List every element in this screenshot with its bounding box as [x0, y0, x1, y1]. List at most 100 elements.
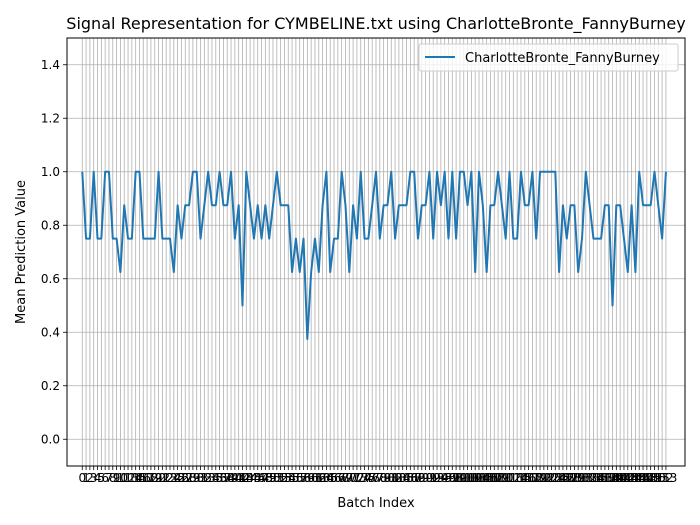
x-tick-label: 16: [136, 471, 151, 485]
x-tick-label: 83: [391, 471, 406, 485]
x-tick-label: 88: [410, 471, 425, 485]
x-tick-label: 75: [361, 471, 376, 485]
x-tick-label: 23: [162, 471, 177, 485]
x-tick-label: 27: [178, 471, 193, 485]
x-tick-label: 86: [403, 471, 418, 485]
x-tick-label: 128: [559, 471, 582, 485]
x-tick-label: 139: [601, 471, 624, 485]
x-tick-label: 108: [483, 471, 506, 485]
x-tick-label: 94: [433, 471, 448, 485]
x-tick-label: 13: [124, 471, 139, 485]
x-tick-label: 129: [563, 471, 586, 485]
x-tick-label: 31: [193, 471, 208, 485]
x-tick-label: 46: [250, 471, 265, 485]
x-tick-label: 38: [220, 471, 235, 485]
x-tick-label: 51: [269, 471, 284, 485]
x-tick-label: 133: [578, 471, 601, 485]
x-tick-label: 132: [574, 471, 597, 485]
x-tick-label: 72: [349, 471, 364, 485]
x-tick-label: 97: [445, 471, 460, 485]
x-tick-label: 112: [498, 471, 521, 485]
x-tick-label: 63: [315, 471, 330, 485]
x-tick-label: 45: [246, 471, 261, 485]
y-tick-label: 0.4: [41, 325, 60, 339]
x-tick-label: 40: [227, 471, 242, 485]
x-tick-label: 101: [456, 471, 479, 485]
x-tick-label: 115: [510, 471, 533, 485]
x-tick-label: 21: [155, 471, 170, 485]
y-axis-label: Mean Prediction Value: [14, 180, 29, 324]
x-tick-label: 105: [471, 471, 494, 485]
x-tick-label: 67: [330, 471, 345, 485]
x-tick-label: 18: [143, 471, 158, 485]
x-tick-label: 124: [544, 471, 567, 485]
x-tick-label: 84: [395, 471, 410, 485]
x-tick-label: 6: [101, 471, 109, 485]
x-tick-label: 12: [120, 471, 135, 485]
x-tick-label: 119: [525, 471, 548, 485]
x-tick-label: 78: [372, 471, 387, 485]
y-tick-label: 0.6: [41, 272, 60, 286]
x-axis: 0123456789101112131415161718192021222324…: [78, 466, 677, 485]
x-tick-label: 56: [288, 471, 303, 485]
x-tick-label: 82: [387, 471, 402, 485]
x-tick-label: 28: [181, 471, 196, 485]
x-tick-label: 25: [170, 471, 185, 485]
plot-lines: [81, 170, 667, 340]
x-tick-label: 69: [338, 471, 353, 485]
x-tick-label: 151: [647, 471, 670, 485]
x-tick-label: 42: [235, 471, 250, 485]
x-tick-label: 57: [292, 471, 307, 485]
x-tick-label: 62: [311, 471, 326, 485]
x-tick-label: 147: [632, 471, 655, 485]
x-tick-label: 102: [460, 471, 483, 485]
x-tick-label: 113: [502, 471, 525, 485]
y-tick-label: 0.2: [41, 379, 60, 393]
x-tick-label: 30: [189, 471, 204, 485]
x-tick-label: 68: [334, 471, 349, 485]
x-tick-label: 26: [174, 471, 189, 485]
x-tick-label: 153: [654, 471, 677, 485]
x-tick-label: 93: [429, 471, 444, 485]
x-tick-label: 90: [418, 471, 433, 485]
x-tick-label: 35: [208, 471, 223, 485]
y-axis: 0.0 0.2 0.4 0.6 0.8 1.0 1.2 1.4: [41, 58, 67, 446]
x-tick-label: 48: [258, 471, 273, 485]
x-tick-label: 15: [132, 471, 147, 485]
y-tick-label: 1.4: [41, 58, 60, 72]
x-tick-label: 60: [304, 471, 319, 485]
y-tick-label: 0.0: [41, 432, 60, 446]
x-axis-label: Batch Index: [337, 496, 415, 511]
x-tick-label: 64: [319, 471, 334, 485]
x-tick-label: 98: [448, 471, 463, 485]
x-tick-label: 55: [284, 471, 299, 485]
x-tick-label: 65: [323, 471, 338, 485]
x-tick-label: 134: [582, 471, 605, 485]
x-tick-label: 47: [254, 471, 269, 485]
x-tick-label: 19: [147, 471, 162, 485]
x-tick-label: 43: [239, 471, 254, 485]
x-tick-label: 104: [468, 471, 491, 485]
x-tick-label: 131: [571, 471, 594, 485]
x-tick-label: 11: [117, 471, 132, 485]
x-tick-label: 77: [368, 471, 383, 485]
x-tick-label: 70: [342, 471, 357, 485]
x-tick-label: 71: [345, 471, 360, 485]
x-tick-label: 73: [353, 471, 368, 485]
x-tick-label: 100: [452, 471, 475, 485]
x-tick-label: 1: [82, 471, 90, 485]
x-tick-label: 150: [643, 471, 666, 485]
x-tick-label: 3: [90, 471, 98, 485]
x-tick-label: 118: [521, 471, 544, 485]
x-tick-label: 9: [113, 471, 121, 485]
x-tick-label: 121: [532, 471, 555, 485]
x-tick-label: 36: [212, 471, 227, 485]
legend-label: CharlotteBronte_FannyBurney: [465, 51, 660, 66]
x-tick-label: 122: [536, 471, 559, 485]
x-tick-label: 148: [635, 471, 658, 485]
x-tick-label: 87: [407, 471, 422, 485]
x-tick-label: 4: [94, 471, 102, 485]
x-tick-label: 144: [620, 471, 643, 485]
x-tick-label: 59: [300, 471, 315, 485]
x-tick-label: 140: [605, 471, 628, 485]
